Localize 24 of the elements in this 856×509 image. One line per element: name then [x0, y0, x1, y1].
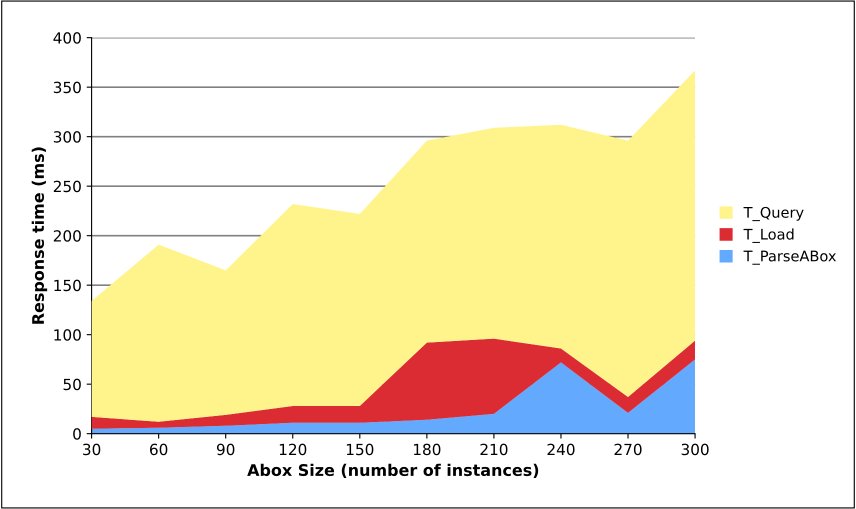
y-tick-label: 50: [64, 378, 81, 390]
legend-label: T_Query: [744, 206, 804, 222]
legend-label: T_ParseABox: [744, 250, 836, 265]
legend-label: T_Load: [744, 228, 794, 243]
y-tick-label: 150: [54, 280, 81, 292]
x-tick-label: 210: [480, 444, 508, 456]
y-tick-label: 300: [54, 131, 81, 143]
x-tick-label: 30: [83, 444, 100, 456]
x-tick-label: 150: [346, 444, 374, 456]
y-tick-label: 250: [54, 180, 81, 192]
y-tick-label: 200: [54, 230, 81, 242]
x-tick-label: 300: [682, 444, 709, 456]
y-tick-label: 400: [53, 32, 81, 44]
x-tick-label: 270: [614, 444, 642, 456]
y-tick-label: 100: [54, 329, 81, 341]
y-axis-title: Response time (ms): [32, 147, 48, 324]
x-tick-label: 240: [548, 444, 575, 456]
x-tick-label: 180: [414, 444, 440, 456]
y-tick-label: 0: [73, 428, 81, 440]
x-tick-label: 90: [216, 444, 234, 456]
x-tick-label: 120: [280, 444, 306, 456]
x-axis-title: Abox Size (number of instances): [247, 464, 538, 478]
y-tick-label: 350: [54, 82, 81, 94]
x-tick-label: 60: [150, 444, 168, 456]
